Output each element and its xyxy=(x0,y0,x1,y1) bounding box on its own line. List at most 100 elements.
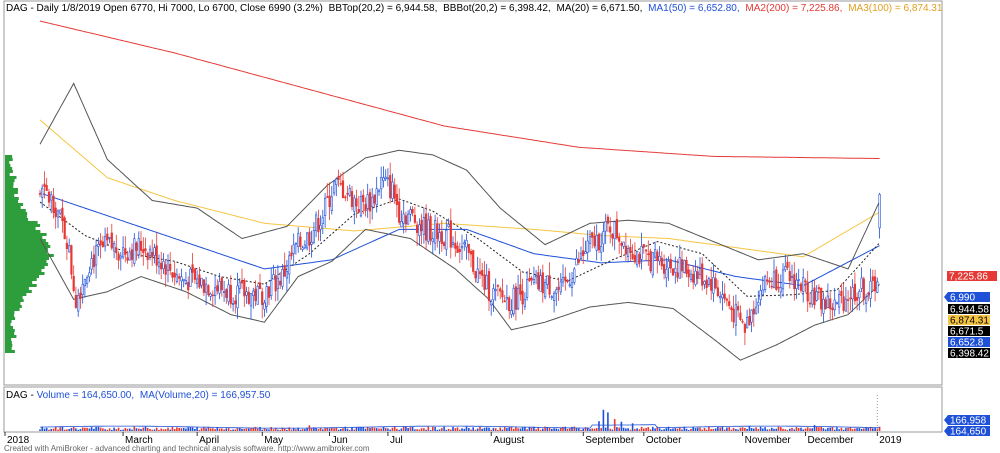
candle-body xyxy=(710,279,713,291)
volume-bar xyxy=(863,428,865,431)
volume-profile-bar xyxy=(5,347,12,350)
candle-body xyxy=(119,255,122,259)
volume-bar xyxy=(719,427,721,431)
candle-body xyxy=(476,268,479,283)
candle-body xyxy=(209,293,212,297)
candle-body xyxy=(510,310,513,315)
volume-bar xyxy=(43,428,46,431)
candle-body xyxy=(68,245,71,253)
volume-bar xyxy=(750,428,753,431)
volume-bar xyxy=(708,426,710,431)
candle-body xyxy=(391,181,394,199)
volume-bar xyxy=(566,429,569,431)
candle-body xyxy=(779,287,782,293)
candle-body xyxy=(285,271,289,279)
volume-profile-bar xyxy=(5,317,16,320)
candle-body xyxy=(319,224,322,230)
volume-profile-bar xyxy=(5,242,49,245)
candle-body xyxy=(750,309,753,323)
volume-bar xyxy=(586,427,589,431)
candle-body xyxy=(707,278,710,286)
candle-body xyxy=(380,177,383,190)
candle-body xyxy=(202,279,206,293)
candle-body xyxy=(564,276,567,281)
candle-body xyxy=(754,306,758,314)
candle-body xyxy=(214,287,217,296)
volume-bar xyxy=(865,427,867,431)
candle-body xyxy=(184,280,188,284)
volume-bar xyxy=(584,427,587,431)
volume-bar xyxy=(452,426,454,431)
volume-bar xyxy=(425,429,427,431)
candle-body xyxy=(665,269,668,279)
candle-body xyxy=(70,245,73,275)
volume-bar xyxy=(191,427,194,431)
volume-bar xyxy=(447,428,450,431)
volume-bar xyxy=(142,427,145,431)
volume-bar xyxy=(876,429,879,431)
candle-body xyxy=(115,247,118,254)
volume-profile-bar xyxy=(5,338,12,341)
volume-bar xyxy=(77,429,79,431)
candle-body xyxy=(683,260,686,273)
volume-bar xyxy=(759,426,762,431)
volume-bar xyxy=(232,429,234,431)
volume-bar xyxy=(322,429,324,431)
candle-body xyxy=(465,240,468,248)
candle-body xyxy=(712,276,715,294)
price-tag xyxy=(948,304,990,314)
candle-body xyxy=(656,251,659,261)
x-tick-label: 2018 xyxy=(7,435,30,446)
volume-profile-bar xyxy=(5,209,26,212)
volume-bar xyxy=(490,429,492,431)
volume-bar xyxy=(378,428,380,431)
candle-body xyxy=(175,274,179,282)
candle-body xyxy=(117,253,120,261)
volume-bar xyxy=(369,427,371,431)
volume-bar xyxy=(326,427,329,431)
volume-bar xyxy=(297,427,299,431)
candle-body xyxy=(626,248,630,257)
volume-bar xyxy=(407,428,409,431)
candle-body xyxy=(815,291,818,301)
volume-bar xyxy=(638,429,641,431)
volume-bar xyxy=(72,426,75,431)
candle-body xyxy=(344,196,347,199)
volume-bar xyxy=(230,430,232,431)
volume-bar xyxy=(569,428,571,431)
volume-bar xyxy=(542,428,544,431)
candle-body xyxy=(164,264,167,275)
volume-ma-line xyxy=(40,424,880,429)
candle-body xyxy=(326,196,329,198)
volume-bar xyxy=(762,428,764,431)
candle-body xyxy=(745,316,749,329)
candle-body xyxy=(144,248,147,252)
volume-bar xyxy=(717,426,719,431)
volume-bar xyxy=(771,427,773,431)
candle-body xyxy=(653,249,657,258)
candle-body xyxy=(272,274,275,280)
volume-bar xyxy=(250,428,252,431)
volume-bar xyxy=(667,426,670,431)
candle-body xyxy=(413,214,417,223)
volume-profile-bar xyxy=(5,167,13,170)
candle-body xyxy=(705,279,708,288)
candle-body xyxy=(297,233,300,247)
volume-bar xyxy=(95,427,97,431)
candle-body xyxy=(582,250,585,256)
volume-bar xyxy=(802,429,804,431)
volume-bar xyxy=(492,427,495,431)
volume-profile-bar xyxy=(5,263,48,266)
candle-body xyxy=(728,301,731,306)
volume-value: Volume = 164,650.00, xyxy=(37,390,135,401)
candle-body xyxy=(831,307,834,311)
candle-body xyxy=(402,213,405,224)
candle-body xyxy=(485,275,488,290)
volume-profile-bar xyxy=(5,272,45,275)
candle-body xyxy=(689,273,693,280)
candle-body xyxy=(842,296,845,311)
candle-body xyxy=(227,284,230,302)
candle-body xyxy=(822,298,825,314)
volume-bar xyxy=(68,429,70,431)
volume-bar xyxy=(131,429,133,431)
